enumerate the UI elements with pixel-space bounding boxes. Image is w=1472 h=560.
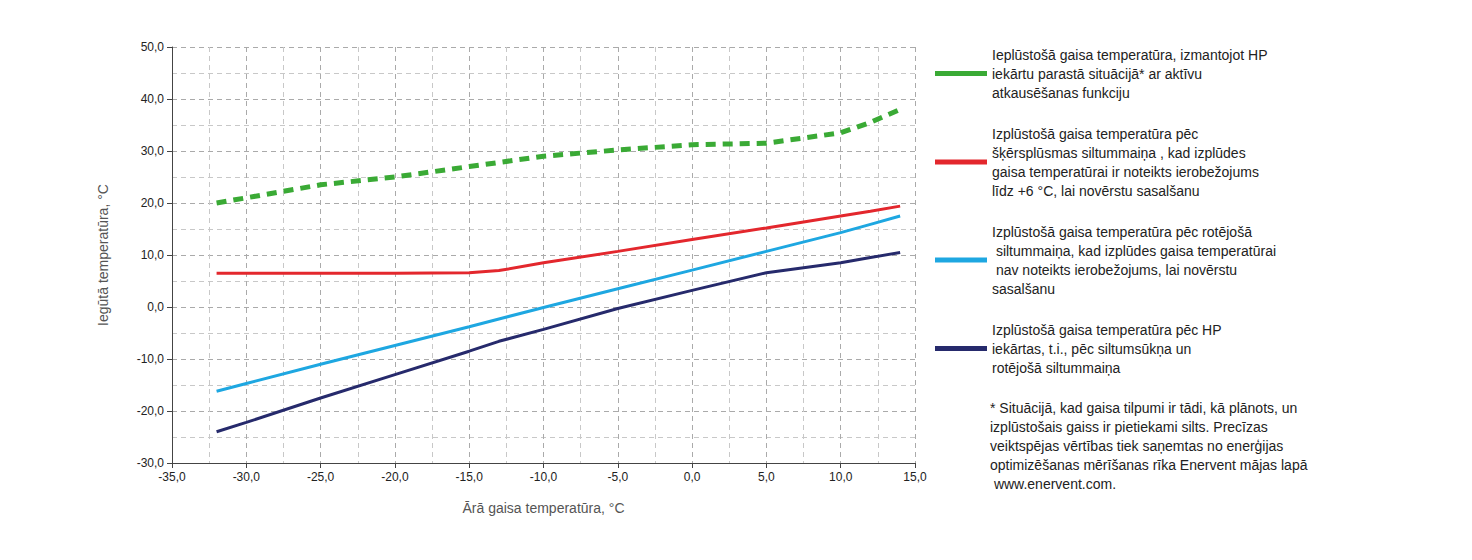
svg-text:Izplūstošā gaisa temperatūra p: Izplūstošā gaisa temperatūra pēc [992, 126, 1202, 142]
svg-text:iekārtu parastā situācijā* ar: iekārtu parastā situācijā* ar aktīvu [992, 66, 1206, 82]
svg-text:* Situācijā, kad gaisa tilpumi: * Situācijā, kad gaisa tilpumi ir tādi, … [990, 400, 1301, 416]
svg-text:rotējošā siltummaiņa: rotējošā siltummaiņa [992, 360, 1121, 376]
svg-text:-30,0: -30,0 [233, 470, 261, 484]
svg-text:-15,0: -15,0 [456, 470, 484, 484]
svg-text:atkausēšanas funkciju: atkausēšanas funkciju [992, 85, 1130, 101]
svg-text:-10,0: -10,0 [137, 352, 165, 366]
svg-text:Iegūtā temperatūra, °C: Iegūtā temperatūra, °C [95, 184, 111, 326]
svg-text:-35,0: -35,0 [158, 470, 186, 484]
svg-text:-30,0: -30,0 [137, 456, 165, 470]
svg-text:Izplūstošā gaisa temperatūra p: Izplūstošā gaisa temperatūra pēc HP [992, 322, 1225, 338]
svg-text:5,0: 5,0 [758, 470, 775, 484]
svg-text:Izplūstošā gaisa temperatūra p: Izplūstošā gaisa temperatūra pēc rotējoš… [992, 224, 1252, 240]
svg-text:10,0: 10,0 [829, 470, 853, 484]
svg-text:-25,0: -25,0 [307, 470, 335, 484]
svg-text:līdz +6 °C, lai novērstu sasal: līdz +6 °C, lai novērstu sasalšanu [992, 183, 1200, 199]
svg-text:20,0: 20,0 [141, 196, 165, 210]
svg-text:-20,0: -20,0 [381, 470, 409, 484]
svg-text:izplūstošais gaiss ir pietieka: izplūstošais gaiss ir pietiekami silts. … [990, 419, 1272, 435]
svg-text:-5,0: -5,0 [607, 470, 628, 484]
svg-text:gaisa temperatūrai ir noteikts: gaisa temperatūrai ir noteikts ierobežoj… [992, 164, 1263, 180]
svg-text:www.enervent.com.: www.enervent.com. [990, 476, 1116, 492]
svg-text:Ārā gaisa temperatūra, °C: Ārā gaisa temperatūra, °C [462, 500, 624, 516]
svg-text:-10,0: -10,0 [530, 470, 558, 484]
svg-text:veiktspējas vērtības tiek saņe: veiktspējas vērtības tiek saņemtas no en… [990, 438, 1287, 454]
svg-text:sasalšanu: sasalšanu [992, 281, 1055, 297]
svg-text:40,0: 40,0 [141, 92, 165, 106]
svg-text:Ieplūstošā gaisa temperatūra,: Ieplūstošā gaisa temperatūra, izmantojot… [992, 47, 1271, 63]
svg-text:15,0: 15,0 [903, 470, 927, 484]
svg-text:nav noteikts ierobežojums, lai: nav noteikts ierobežojums, lai novērstu [992, 262, 1241, 278]
svg-text:iekārtas, t.i., pēc siltumsūkņ: iekārtas, t.i., pēc siltumsūkņa un [992, 341, 1195, 357]
svg-text:30,0: 30,0 [141, 144, 165, 158]
svg-text:50,0: 50,0 [141, 40, 165, 54]
svg-text:siltummaiņa, kad izplūdes gais: siltummaiņa, kad izplūdes gaisa temperat… [992, 243, 1276, 259]
svg-text:0,0: 0,0 [147, 300, 164, 314]
svg-text:optimizēšanas mērīšanas rīka E: optimizēšanas mērīšanas rīka Enervent mā… [990, 457, 1308, 473]
svg-text:-20,0: -20,0 [137, 404, 165, 418]
svg-text:0,0: 0,0 [684, 470, 701, 484]
svg-text:10,0: 10,0 [141, 248, 165, 262]
svg-text:šķērsplūsmas siltummaiņa , kad: šķērsplūsmas siltummaiņa , kad izplūdes [992, 145, 1250, 161]
